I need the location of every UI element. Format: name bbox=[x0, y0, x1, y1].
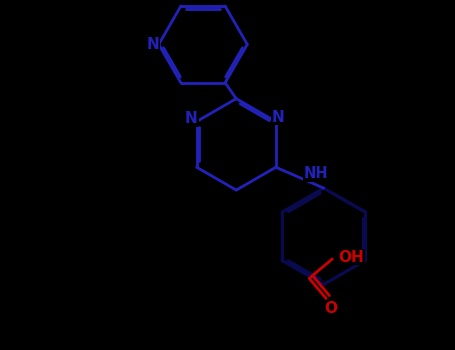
Text: O: O bbox=[324, 301, 337, 316]
Text: NH: NH bbox=[303, 166, 328, 181]
Text: N: N bbox=[272, 110, 285, 125]
Text: N: N bbox=[185, 111, 198, 126]
Text: OH: OH bbox=[339, 250, 364, 265]
Text: N: N bbox=[146, 37, 159, 52]
